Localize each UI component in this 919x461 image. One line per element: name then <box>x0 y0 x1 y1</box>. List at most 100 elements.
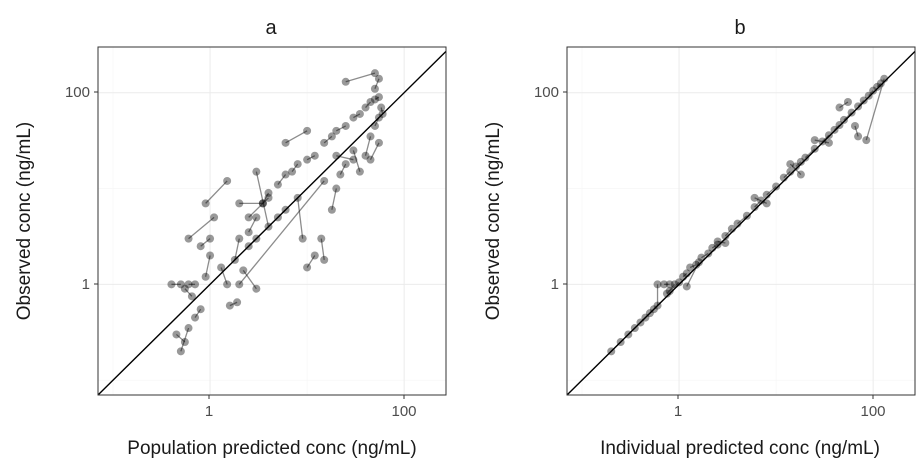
panel-b-obs-point <box>862 136 871 145</box>
panel-b-obs-point <box>692 260 701 269</box>
panel-b-subject-line <box>865 78 885 141</box>
panel-a-plot-frame <box>97 46 447 396</box>
panel-a-y-tick-label-1: 1 <box>82 276 90 293</box>
panel-b-y-tick-label-1: 1 <box>551 276 559 293</box>
panel-a-subject-line <box>336 155 354 161</box>
panel-a-obs-point <box>349 146 358 155</box>
panel-b-x-tick-label-100: 100 <box>860 403 885 420</box>
panel-b-title: b <box>734 17 745 39</box>
panel-b-subject-line <box>689 264 697 269</box>
panel-a-subject-line <box>277 174 287 185</box>
panel-b-subject-line <box>766 186 777 196</box>
panel-a-subject-line <box>291 163 299 173</box>
panel-a-subject-line <box>336 125 347 132</box>
panel-a-obs-point <box>196 305 205 314</box>
panel-b-subject-line <box>754 200 762 208</box>
panel-a-obs-point <box>288 167 297 176</box>
panel-b-obs-point <box>697 253 706 262</box>
panel-b-subject-line <box>804 148 816 159</box>
panel-a-subject-line <box>277 209 287 218</box>
panel-b-subject-line <box>717 240 726 244</box>
panel-a-subject-line <box>364 136 372 156</box>
panel-a-y-tick-label-100: 100 <box>65 84 90 101</box>
panel-a-obs-point <box>374 138 383 147</box>
panel-b-subject-line <box>666 283 676 295</box>
panel-b-x-tick-label-1: 1 <box>674 403 682 420</box>
panel-a-obs-point <box>355 109 364 118</box>
panel-a-subject-line <box>369 142 380 160</box>
panel-a-obs-point <box>244 242 253 251</box>
panel-b-subject-line <box>754 197 767 204</box>
panel-a-obs-point <box>252 284 261 293</box>
panel-a-obs-point <box>361 103 370 112</box>
panel-a-obs-point <box>210 213 219 222</box>
panel-a-subject-line <box>262 192 270 204</box>
panel-a-obs-point <box>258 199 267 208</box>
panel-a-obs-point <box>235 280 244 289</box>
panel-b-subject-line <box>789 163 802 175</box>
panel-a-subject-lines <box>171 72 384 352</box>
panel-a-obs-point <box>293 193 302 202</box>
panel-b-obs-point <box>624 330 633 339</box>
panel-a-obs-point <box>349 113 358 122</box>
panel-a-obs-point <box>317 234 326 243</box>
panel-a-subject-line <box>242 269 257 290</box>
panel-a-subject-line <box>374 117 380 127</box>
panel-a-subject-line <box>339 163 347 175</box>
panel-b-obs-point <box>762 190 771 199</box>
panel-b-subject-line <box>821 134 830 142</box>
panel-b: b 100 1 1 100 Individual predicted conc … <box>483 17 916 459</box>
panel-b-subject-line <box>854 125 859 137</box>
panel-a-obs-point <box>258 199 267 208</box>
panel-b-obs-point <box>786 167 795 176</box>
panel-a-obs-point <box>187 292 196 301</box>
panel-b-obs-point <box>796 157 805 166</box>
panel-b-x-axis-title: Individual predicted conc (ng/mL) <box>600 438 880 459</box>
panel-a-obs-point <box>366 132 375 141</box>
panel-a-obs-point <box>176 347 185 356</box>
panel-a-obs-point <box>273 180 282 189</box>
panel-b-obs-point <box>675 278 684 287</box>
panel-a-obs-point <box>264 188 273 197</box>
panel-b-subject-line <box>876 82 882 88</box>
panel-b-obs-point <box>796 170 805 179</box>
panel-a-obs-point <box>167 280 176 289</box>
panel-a-obs-point <box>239 266 248 275</box>
panel-a-obs-point <box>223 280 232 289</box>
panel-a-subject-line <box>352 150 361 172</box>
panel-a-subject-line <box>306 255 316 268</box>
panel-b-obs-point <box>641 313 650 322</box>
panel-a-subject-line <box>248 197 269 218</box>
panel-a-obs-point <box>206 234 215 243</box>
panel-b-obs-point <box>750 193 759 202</box>
panel-a-subject-line <box>255 171 270 227</box>
panel-b-obs-point <box>762 199 771 208</box>
panel-a-x-axis-title: Population predicted conc (ng/mL) <box>127 438 416 459</box>
panel-b-obs-point <box>682 282 691 291</box>
panel-a-obs-point <box>184 324 193 333</box>
panel-b-obs-point <box>750 203 759 212</box>
panel-b-obs-point <box>721 239 730 248</box>
panel-a-obs-point <box>230 255 239 264</box>
panel-a-obs-point <box>374 113 383 122</box>
panel-a-subject-line <box>204 255 211 277</box>
panel-b-obs-point <box>733 219 742 228</box>
panel-b-subject-line <box>610 341 622 352</box>
panel-a-subject-line <box>380 107 384 115</box>
panel-a-obs-point <box>225 301 234 310</box>
panel-b-obs-point <box>854 102 863 111</box>
panel-a-obs-point <box>252 234 261 243</box>
panel-a-subject-line <box>184 288 193 297</box>
panel-a-subject-line <box>234 238 240 261</box>
panel-a-subject-line <box>205 180 228 204</box>
panel-b-obs-point <box>839 115 848 124</box>
panel-b-obs-point <box>682 269 691 278</box>
panel-a-subject-line <box>323 135 333 144</box>
panel-a-obs-point <box>201 199 210 208</box>
panel-b-subject-line <box>843 112 853 121</box>
panel-a-subject-line <box>320 238 325 260</box>
panel-b-obs-point <box>679 272 688 281</box>
panel-a-subject-line <box>200 238 211 247</box>
panel-a-gridlines <box>98 47 446 395</box>
